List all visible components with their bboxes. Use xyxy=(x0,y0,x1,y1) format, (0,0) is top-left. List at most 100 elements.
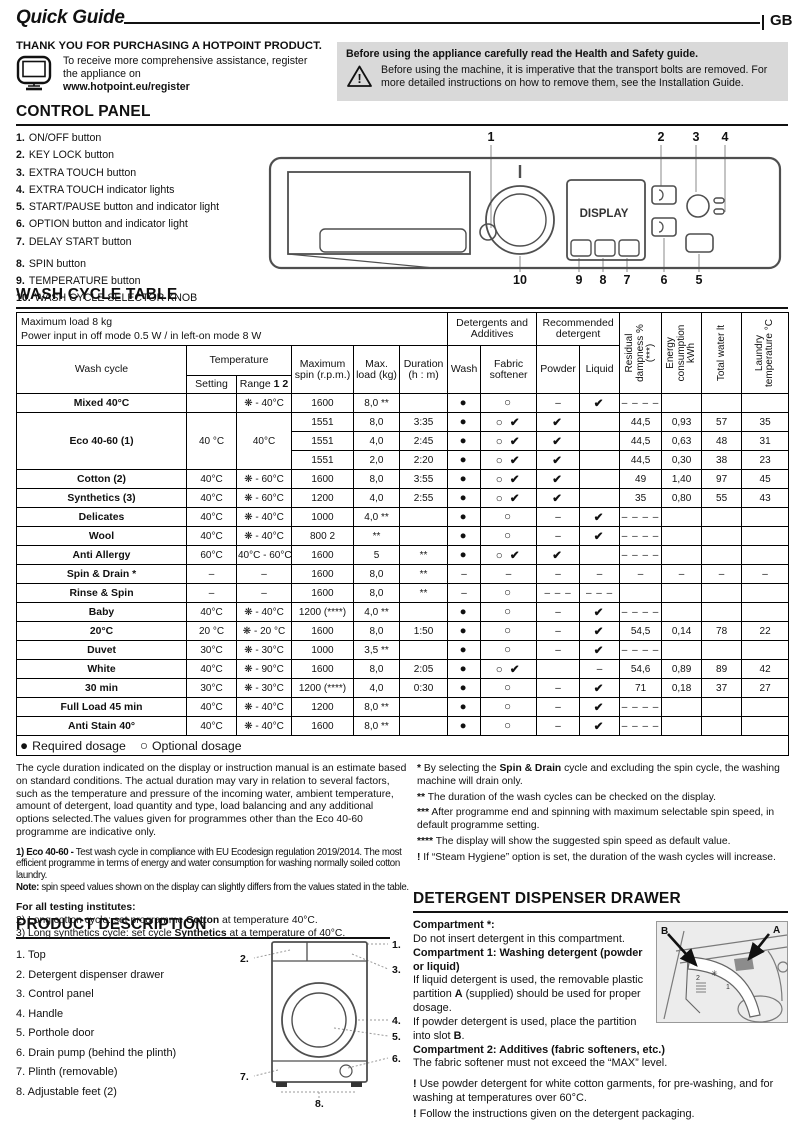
wash-cycle-row: Mixed 40°C ❋ - 40°C 1600 8,0 ** ● ○ – ✔ – – – – xyxy=(16,393,790,414)
table-cell: 40°C xyxy=(186,659,237,680)
column-header-range: Range 1 2 xyxy=(236,375,292,395)
table-cell xyxy=(661,526,703,547)
wash-cycle-row: Duvet 30°C ❋ - 30°C 1000 3,5 ** ● ○ – ✔ – – – – xyxy=(16,640,790,661)
svg-text:4: 4 xyxy=(722,130,729,144)
table-cell: 0:30 xyxy=(398,678,449,699)
product-description-heading: PRODUCT DESCRIPTION xyxy=(16,916,390,939)
table-cell: – – – – xyxy=(619,602,663,623)
wash-cycle-row: Rinse & Spin – –1600 8,0 ** – ○ – – – – – – xyxy=(16,583,790,604)
table-cell: 8,0 xyxy=(353,412,400,433)
table-cell: ✔ xyxy=(579,697,621,718)
svg-text:2.: 2. xyxy=(240,953,249,965)
washing-machine-diagram: 1. 3. 4. 5. 6. 2. 7. 8. xyxy=(232,928,410,1113)
table-cell: – xyxy=(619,564,663,585)
table-cell: 2:45 xyxy=(398,431,449,452)
table-cell: ❋ - 40°C xyxy=(236,716,292,737)
table-cell: – – – – xyxy=(619,526,663,547)
table-cell: ● xyxy=(447,621,482,642)
table-cell: – xyxy=(236,564,292,585)
table-cell: 1600 xyxy=(291,393,354,414)
table-cell: – xyxy=(536,621,581,642)
list-item: 4. Handle xyxy=(16,1007,64,1020)
table-cell xyxy=(661,640,703,661)
table-cell xyxy=(398,716,449,737)
table-cell: 97 xyxy=(701,469,743,490)
table-cell: ● xyxy=(447,678,482,699)
table-cell: 35 xyxy=(619,488,663,509)
table-cell xyxy=(661,583,703,604)
table-cell xyxy=(701,526,743,547)
table-cell: ✔ xyxy=(536,412,581,433)
table-cell: ○ ✔ xyxy=(480,488,538,509)
table-cell: 1600 xyxy=(291,716,354,737)
table-cell: 4,0 ** xyxy=(353,507,400,528)
table-cell: 40°C xyxy=(236,412,292,471)
compartment-1-liquid: If liquid detergent is used, the removab… xyxy=(413,974,644,1015)
table-cell: ❋ - 90°C xyxy=(236,659,292,680)
table-cell: 27 xyxy=(741,678,790,699)
table-cell xyxy=(741,545,790,566)
table-cell: ○ xyxy=(480,393,538,414)
table-cell: – – – – xyxy=(619,697,663,718)
list-item: 8. Adjustable feet (2) xyxy=(16,1086,117,1099)
footnote-duration: The cycle duration indicated on the disp… xyxy=(16,763,407,838)
table-cell: – xyxy=(536,716,581,737)
list-item: 8. SPIN button xyxy=(16,257,86,270)
table-cell: ● xyxy=(447,412,482,433)
dispenser-note: ! Use powder detergent for white cotton … xyxy=(413,1078,774,1105)
table-cell: 0,30 xyxy=(661,450,703,471)
list-item: 2. Detergent dispenser drawer xyxy=(16,968,164,981)
table-cell xyxy=(701,716,743,737)
svg-text:3: 3 xyxy=(693,130,700,144)
svg-text:4.: 4. xyxy=(392,1015,401,1027)
column-header-spin: Maximum spin (r.p.m.) xyxy=(291,345,354,395)
list-item: 5. START/PAUSE button and indicator light xyxy=(16,201,220,214)
table-cell: 1551 xyxy=(291,412,354,433)
svg-text:10: 10 xyxy=(513,273,527,286)
table-cell: 71 xyxy=(619,678,663,699)
register-url: www.hotpoint.eu/register xyxy=(63,81,190,94)
region-code: GB xyxy=(770,12,793,29)
table-cell: ✔ xyxy=(579,678,621,699)
table-cell: ● xyxy=(447,507,482,528)
table-cell: 54,5 xyxy=(619,621,663,642)
table-cell: – xyxy=(536,602,581,623)
dispenser-heading: DETERGENT DISPENSER DRAWER xyxy=(413,890,788,913)
table-cell: 8,0 xyxy=(353,621,400,642)
control-panel-list: 1. ON/OFF button 2. KEY LOCK button 3. EXTR… xyxy=(16,130,266,308)
table-cell: 0,80 xyxy=(661,488,703,509)
list-item: 4. EXTRA TOUCH indicator lights xyxy=(16,183,175,196)
wash-cycle-row: Anti Allergy 60°C 40°C - 60°C 1600 5 ** ● ○ ✔ ✔ –… xyxy=(16,545,790,566)
table-cell: 60°C xyxy=(186,545,237,566)
table-cell xyxy=(741,507,790,528)
wash-cycle-name: Delicates xyxy=(16,507,187,528)
footnote-eco: 1) Eco 40-60 - Test wash cycle in compli… xyxy=(16,846,409,893)
column-header-duration: Duration (h : m) xyxy=(398,345,449,395)
table-cell xyxy=(661,697,703,718)
dispenser-note: ! Follow the instructions given on the d… xyxy=(413,1107,695,1120)
table-cell xyxy=(701,545,743,566)
compartment-2-text: The fabric softener must not exceed the … xyxy=(413,1057,668,1070)
table-cell: 8,0 xyxy=(353,469,400,490)
compartment-star-text: Do not insert detergent in this compartm… xyxy=(413,932,625,945)
wash-cycle-name: Synthetics (3) xyxy=(16,488,187,509)
table-cell: 2,0 xyxy=(353,450,400,471)
table-cell xyxy=(579,488,621,509)
table-cell xyxy=(701,583,743,604)
partition-a-label: A xyxy=(773,925,780,936)
table-cell xyxy=(661,716,703,737)
wash-cycle-name: 20°C xyxy=(16,621,187,642)
list-item: 1. ON/OFF button xyxy=(16,132,102,144)
table-cell: ❋ - 40°C xyxy=(236,393,292,414)
column-header-water: Total water lt xyxy=(701,311,743,395)
column-header-load: Max. load (kg) xyxy=(353,345,400,395)
table-cell: ✔ xyxy=(579,602,621,623)
footnote-testing: For all testing institutes: 2) Long cott… xyxy=(16,902,346,939)
table-cell: 45 xyxy=(741,469,790,490)
wash-cycle-name: Mixed 40°C xyxy=(16,393,187,414)
table-cell: ○ xyxy=(480,697,538,718)
table-cell: ○ xyxy=(480,602,538,623)
column-header-setting: Setting xyxy=(186,375,237,395)
table-cell: ✔ xyxy=(536,469,581,490)
callout-numbers: 1 2 3 4 10 9 8 7 6 5 xyxy=(488,130,729,287)
